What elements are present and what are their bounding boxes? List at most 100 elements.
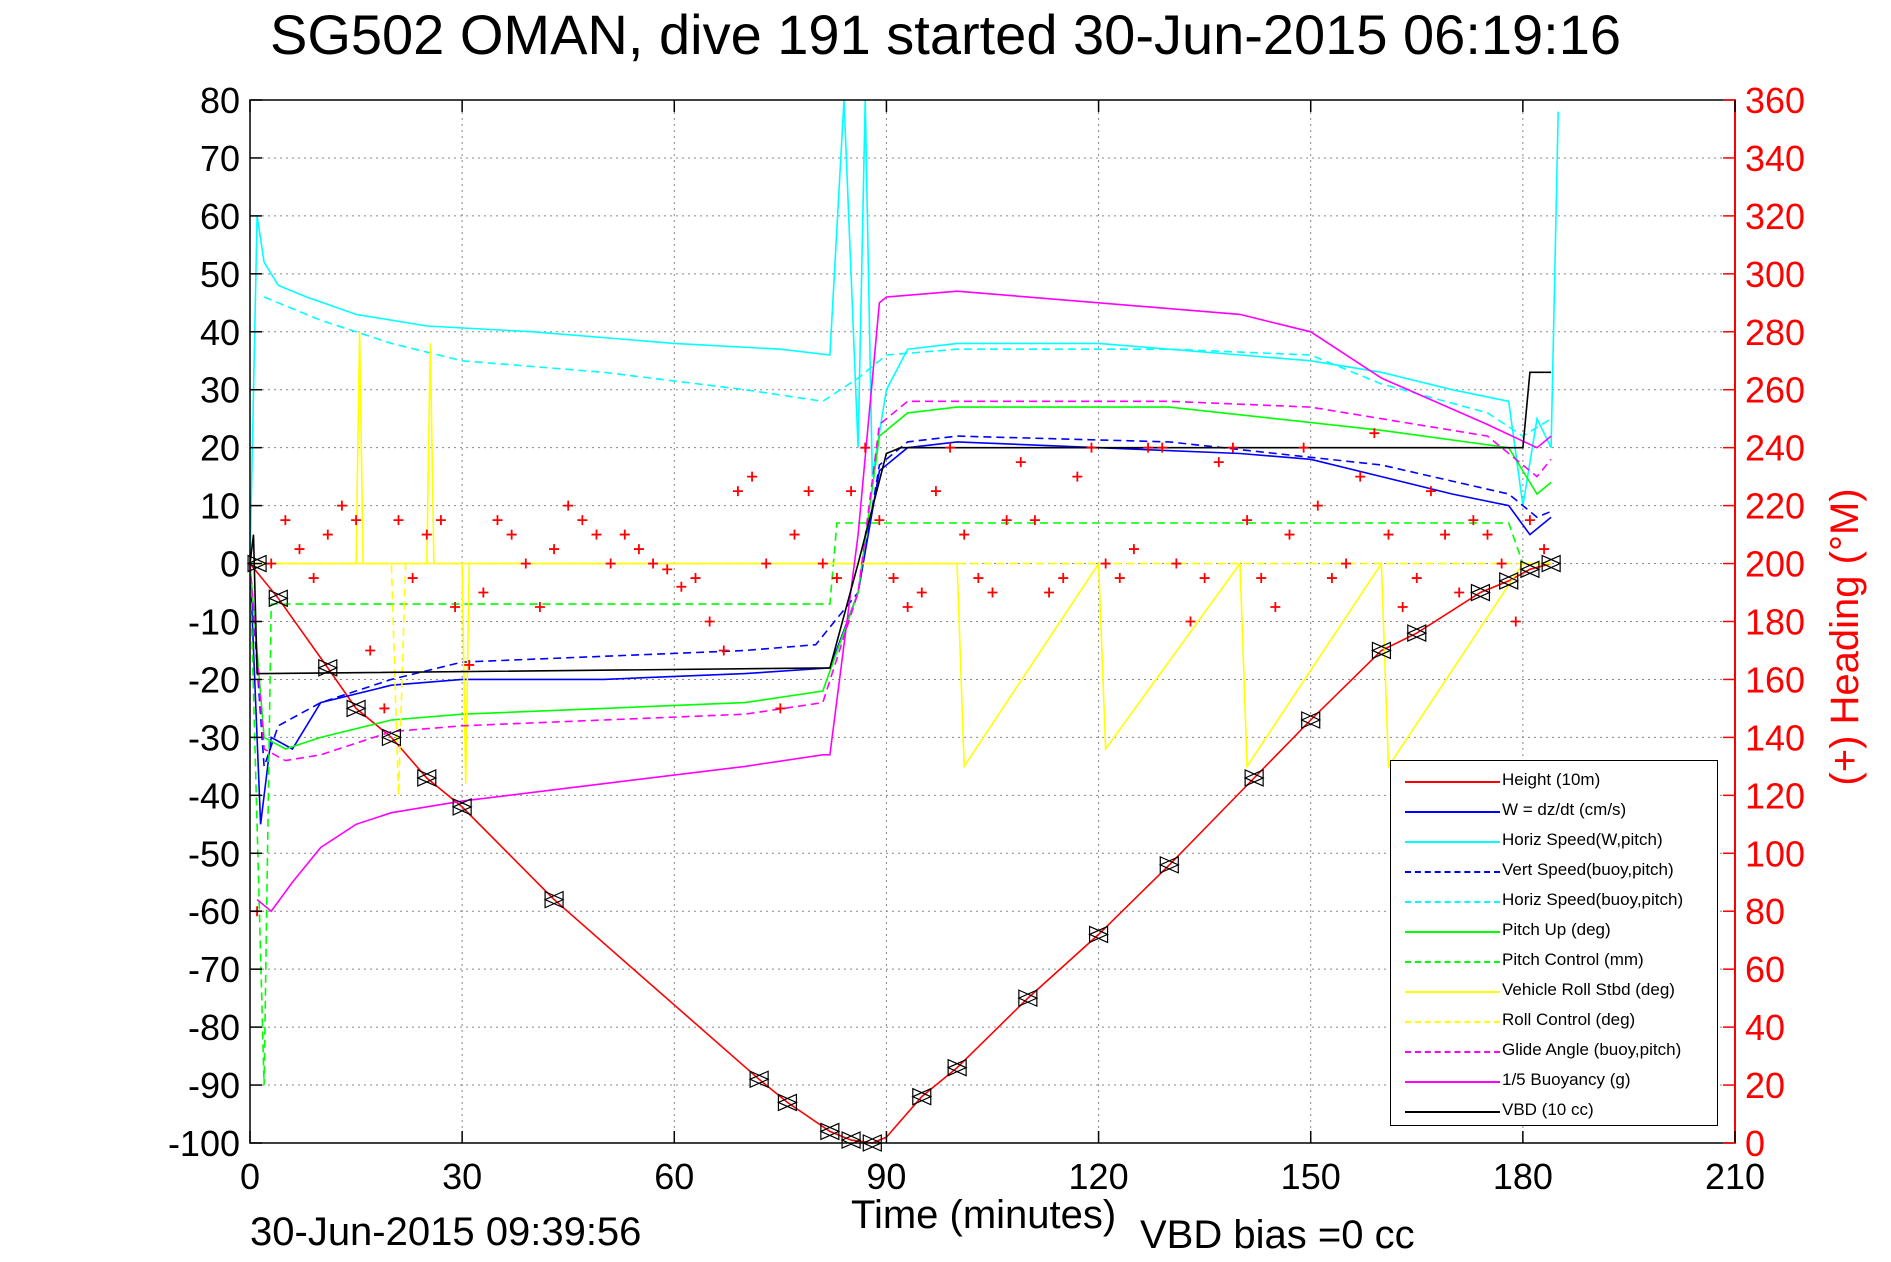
x-tick-label: 180	[1493, 1156, 1553, 1197]
heading-marker	[1383, 529, 1394, 540]
vbd-marker	[317, 658, 339, 677]
heading-marker	[1284, 529, 1295, 540]
vbd-bias-label: VBD bias =0 cc	[1140, 1213, 1415, 1257]
heading-marker	[1355, 471, 1366, 482]
legend-swatch	[1405, 1051, 1500, 1053]
heading-marker	[1171, 558, 1182, 569]
heading-marker	[1524, 515, 1535, 526]
vbd-marker	[267, 589, 289, 608]
heading-marker	[294, 544, 305, 555]
heading-marker	[930, 486, 941, 497]
axes-frame	[249, 99, 1736, 1144]
heading-marker	[1213, 457, 1224, 468]
y-tick-label: -40	[188, 775, 240, 816]
y2-tick-label: 200	[1745, 544, 1805, 585]
heading-marker	[1185, 616, 1196, 627]
legend-swatch	[1405, 901, 1500, 903]
y-tick-label: -90	[188, 1065, 240, 1106]
heading-marker	[1298, 442, 1309, 453]
y-tick-label: -20	[188, 659, 240, 700]
y2-tick-label: 360	[1745, 80, 1805, 121]
x-tick-label: 210	[1705, 1156, 1765, 1197]
legend-label: Roll Control (deg)	[1502, 1010, 1636, 1029]
y2-tick-label: 80	[1745, 891, 1785, 932]
y2-tick-label: 100	[1745, 833, 1805, 874]
vbd-marker	[911, 1087, 933, 1106]
vbd-marker	[1540, 554, 1562, 573]
heading-marker	[478, 587, 489, 598]
legend-swatch	[1405, 1111, 1500, 1113]
series-lines	[249, 99, 1559, 1144]
heading-marker	[605, 558, 616, 569]
chart-title: SG502 OMAN, dive 191 started 30-Jun-2015…	[269, 3, 1622, 66]
heading-marker	[308, 573, 319, 584]
heading-marker	[1015, 457, 1026, 468]
heading-marker	[280, 515, 291, 526]
legend-label: Pitch Control (mm)	[1502, 950, 1644, 969]
x-tick-label: 30	[442, 1156, 482, 1197]
heading-marker	[365, 645, 376, 656]
legend-swatch	[1405, 1021, 1500, 1023]
legend-swatch	[1405, 811, 1500, 813]
y-tick-label: 40	[200, 312, 240, 353]
y2-tick-label: 40	[1745, 1007, 1785, 1048]
series-line-4	[263, 296, 1552, 438]
heading-marker	[520, 558, 531, 569]
y-tick-label: 10	[200, 486, 240, 527]
legend-label: Vehicle Roll Stbd (deg)	[1502, 980, 1675, 999]
heading-marker	[1001, 515, 1012, 526]
heading-marker	[959, 529, 970, 540]
vbd-marker	[1498, 572, 1520, 590]
y2-tick-label: 120	[1745, 775, 1805, 816]
y-tick-label: -80	[188, 1007, 240, 1048]
legend-item: Pitch Control (mm)	[1391, 947, 1717, 977]
heading-marker	[1100, 558, 1111, 569]
heading-marker	[1510, 616, 1521, 627]
heading-marker	[1242, 515, 1253, 526]
heading-marker	[987, 587, 998, 598]
y2-tick-label: 320	[1745, 196, 1805, 237]
heading-marker	[803, 486, 814, 497]
vbd-marker	[946, 1058, 968, 1077]
heading-marker	[1440, 529, 1451, 540]
series-line-8	[250, 562, 1552, 796]
heading-marker	[1341, 558, 1352, 569]
legend-swatch	[1405, 991, 1500, 993]
heading-marker	[1312, 500, 1323, 511]
y-tick-label: -60	[188, 891, 240, 932]
heading-marker	[747, 471, 758, 482]
heading-marker	[874, 515, 885, 526]
vbd-marker	[1406, 624, 1428, 643]
legend-label: Pitch Up (deg)	[1502, 920, 1611, 939]
heading-marker	[1072, 471, 1083, 482]
legend: Height (10m) W = dz/dt (cm/s) Horiz Speed(…	[1390, 760, 1718, 1126]
y2-tick-label: 240	[1745, 428, 1805, 469]
vbd-marker	[451, 797, 473, 816]
heading-marker	[506, 529, 517, 540]
legend-swatch	[1405, 781, 1500, 783]
heading-marker	[1539, 544, 1550, 555]
y2-tick-label: 20	[1745, 1065, 1785, 1106]
heading-marker	[775, 703, 786, 714]
heading-marker	[563, 500, 574, 511]
legend-item: W = dz/dt (cm/s)	[1391, 797, 1717, 827]
heading-marker	[916, 587, 927, 598]
vbd-marker	[345, 699, 367, 718]
heading-marker	[718, 645, 729, 656]
heading-marker	[831, 573, 842, 584]
heading-marker	[789, 529, 800, 540]
series-line-1	[249, 441, 1552, 825]
heading-marker	[1086, 442, 1097, 453]
heading-marker	[945, 442, 956, 453]
legend-item: VBD (10 cc)	[1391, 1097, 1717, 1127]
heading-marker	[1256, 573, 1267, 584]
heading-marker	[450, 602, 461, 613]
heading-marker	[1029, 515, 1040, 526]
heading-marker	[549, 544, 560, 555]
legend-item: Vehicle Roll Stbd (deg)	[1391, 977, 1717, 1007]
heading-marker	[492, 515, 503, 526]
vbd-marker	[543, 890, 565, 909]
vbd-marker	[1243, 769, 1265, 787]
x-tick-label: 120	[1069, 1156, 1129, 1197]
heading-marker	[577, 515, 588, 526]
